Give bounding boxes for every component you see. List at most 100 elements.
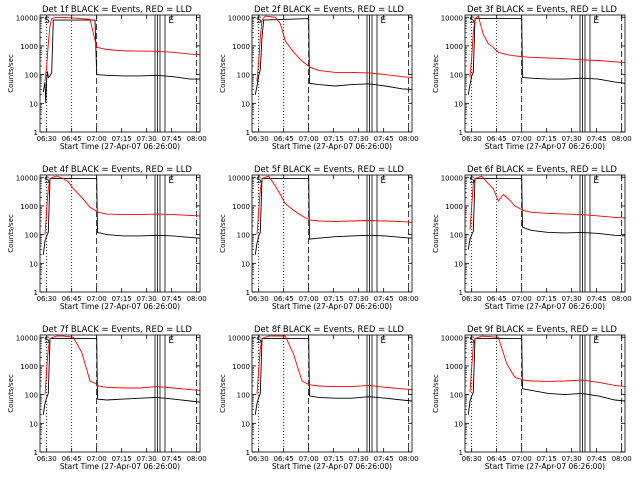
y-tick-label: 100: [450, 72, 463, 80]
plot-frame: [39, 174, 201, 293]
plot-frame: [39, 334, 201, 453]
start-marker-label: S: [256, 336, 262, 346]
events-series-line: [42, 19, 200, 104]
x-tick-label: 07:30: [349, 295, 369, 303]
y-tick-label: 10000: [16, 334, 38, 342]
panel-title: Det 3f BLACK = Events, RED = LLD: [467, 5, 617, 15]
plot-frame: [464, 174, 626, 293]
plot-frame: [251, 14, 413, 133]
lld-series-line: [256, 335, 412, 395]
x-tick-label: 07:00: [87, 455, 107, 463]
x-tick-label: 06:30: [37, 135, 57, 143]
x-tick-label: 07:45: [587, 295, 607, 303]
x-tick-label: 07:15: [537, 295, 557, 303]
plot-frame: [251, 334, 413, 453]
panel-title: Det 1f BLACK = Events, RED = LLD: [42, 5, 192, 15]
x-tick-label: 07:00: [299, 455, 319, 463]
y-tick-label: 100: [237, 232, 250, 240]
x-tick-label: 07:30: [562, 295, 582, 303]
x-tick-label: 07:45: [374, 455, 394, 463]
lld-series-line: [44, 335, 200, 395]
x-axis-label: Start Time (27-Apr-07 06:26:00): [272, 142, 392, 151]
y-tick-label: 100: [25, 232, 38, 240]
end-marker-label: E: [380, 176, 386, 186]
x-tick-label: 08:00: [399, 135, 419, 143]
y-axis-label: Counts/sec: [7, 374, 15, 413]
events-series-line: [254, 18, 412, 95]
y-tick-label: 10000: [441, 334, 463, 342]
panel-title: Det 6f BLACK = Events, RED = LLD: [467, 165, 617, 175]
y-tick-label: 1: [34, 449, 38, 457]
y-tick-label: 100: [450, 392, 463, 400]
lld-series-line: [44, 175, 200, 235]
events-series-line: [254, 338, 412, 415]
x-tick-label: 06:45: [487, 295, 507, 303]
events-series-line: [467, 338, 625, 415]
x-tick-label: 08:00: [399, 295, 419, 303]
x-tick-label: 06:45: [274, 135, 294, 143]
y-tick-label: 10: [29, 100, 38, 108]
x-tick-label: 07:00: [512, 135, 532, 143]
x-tick-label: 07:00: [299, 295, 319, 303]
x-tick-label: 07:15: [324, 455, 344, 463]
y-tick-label: 10000: [16, 14, 38, 22]
x-tick-label: 06:30: [249, 455, 269, 463]
x-tick-label: 06:45: [487, 135, 507, 143]
x-tick-label: 07:15: [324, 135, 344, 143]
x-tick-label: 07:45: [587, 135, 607, 143]
x-tick-label: 06:45: [62, 295, 82, 303]
x-tick-label: 06:30: [249, 135, 269, 143]
x-tick-label: 07:45: [374, 135, 394, 143]
y-tick-label: 10000: [228, 334, 250, 342]
x-tick-label: 06:30: [462, 455, 482, 463]
x-tick-label: 07:00: [87, 135, 107, 143]
x-axis-label: Start Time (27-Apr-07 06:26:00): [60, 302, 180, 311]
x-tick-label: 06:45: [62, 455, 82, 463]
x-axis-label: Start Time (27-Apr-07 06:26:00): [485, 302, 605, 311]
lld-series-line: [44, 16, 200, 82]
start-marker-label: S: [44, 176, 50, 186]
y-tick-label: 1: [34, 129, 38, 137]
y-tick-label: 100: [25, 392, 38, 400]
events-series-line: [42, 338, 200, 415]
x-axis-label: Start Time (27-Apr-07 06:26:00): [60, 142, 180, 151]
x-tick-label: 07:15: [112, 135, 132, 143]
lld-series-line: [469, 335, 625, 393]
end-marker-label: E: [168, 16, 174, 26]
y-tick-label: 1000: [232, 363, 250, 371]
x-tick-label: 07:30: [137, 135, 157, 143]
x-tick-label: 07:45: [162, 135, 182, 143]
x-tick-label: 07:30: [349, 135, 369, 143]
start-marker-label: S: [469, 336, 475, 346]
y-axis-label: Counts/sec: [219, 54, 227, 93]
y-tick-label: 1: [246, 129, 250, 137]
y-tick-label: 1000: [445, 203, 463, 211]
x-tick-label: 07:30: [562, 135, 582, 143]
end-marker-label: E: [168, 336, 174, 346]
x-tick-label: 08:00: [612, 295, 632, 303]
x-tick-label: 06:30: [462, 295, 482, 303]
x-tick-label: 06:30: [462, 135, 482, 143]
y-tick-label: 1000: [232, 203, 250, 211]
y-axis-label: Counts/sec: [432, 374, 440, 413]
y-tick-label: 10000: [228, 174, 250, 182]
y-tick-label: 10: [454, 420, 463, 428]
y-tick-label: 100: [237, 72, 250, 80]
panel-title: Det 5f BLACK = Events, RED = LLD: [254, 165, 404, 175]
y-tick-label: 1000: [445, 43, 463, 51]
y-axis-label: Counts/sec: [7, 214, 15, 253]
events-series-line: [42, 178, 200, 255]
x-tick-label: 07:30: [137, 455, 157, 463]
end-marker-label: E: [380, 336, 386, 346]
y-tick-label: 1000: [20, 363, 38, 371]
y-tick-label: 1000: [20, 43, 38, 51]
plot-frame: [464, 14, 626, 133]
x-tick-label: 07:15: [112, 295, 132, 303]
y-axis-label: Counts/sec: [7, 54, 15, 93]
y-tick-label: 1000: [445, 363, 463, 371]
x-tick-label: 07:30: [137, 295, 157, 303]
